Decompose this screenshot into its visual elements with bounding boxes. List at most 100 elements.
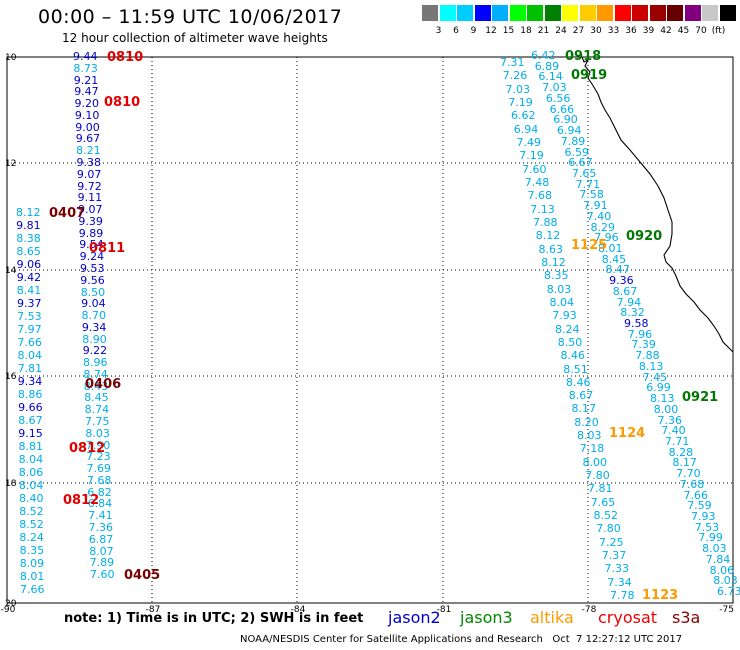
pass-time-label: 0407 — [49, 206, 86, 221]
wave-height-value: 9.34 — [17, 375, 43, 388]
wave-height-value: 8.17 — [672, 456, 697, 470]
wave-height-value: 7.49 — [516, 135, 542, 149]
map-subtitle: 12 hour collection of altimeter wave hei… — [62, 31, 328, 45]
legend-jason3: jason3 — [460, 608, 513, 627]
wave-height-value: 7.37 — [601, 549, 627, 562]
lat-tick-label: 18 — [5, 479, 17, 489]
wave-height-value: 9.06 — [16, 258, 42, 271]
scale-label: 33 — [607, 26, 620, 36]
wave-height-value: 7.65 — [571, 166, 597, 180]
scale-swatch — [597, 5, 613, 21]
lat-tick-label: 12 — [5, 159, 16, 169]
scale-label: 3 — [435, 26, 442, 36]
wave-height-value: 8.29 — [590, 220, 616, 234]
scale-swatch — [562, 5, 578, 21]
wave-height-value: 8.12 — [16, 206, 41, 219]
wave-height-value: 8.40 — [19, 492, 44, 505]
wave-height-value: 7.34 — [607, 575, 632, 589]
wave-height-value: 7.88 — [533, 215, 558, 229]
wave-height-value: 8.67 — [612, 284, 638, 298]
wave-height-value: 7.80 — [585, 469, 610, 483]
wave-height-value: 8.81 — [18, 440, 44, 453]
wave-height-value: 7.36 — [657, 413, 683, 427]
scale-label: 9 — [470, 26, 477, 36]
wave-height-value: 9.21 — [73, 73, 99, 87]
wave-height-value: 8.06 — [709, 563, 735, 577]
wave-height-value: 9.44 — [73, 50, 98, 63]
scale-swatch — [614, 5, 631, 21]
wave-height-value: 8.50 — [80, 285, 106, 299]
wave-height-value: 7.93 — [691, 510, 716, 523]
pass-time-label: 1125 — [571, 238, 608, 253]
wave-height-value: 8.52 — [593, 509, 619, 523]
scale-swatch — [544, 5, 561, 21]
wave-height-value: 8.07 — [89, 544, 114, 558]
wave-height-value: 9.58 — [624, 317, 649, 330]
scale-swatch — [684, 5, 701, 21]
wave-height-value: 8.20 — [574, 415, 599, 429]
wave-height-value: 8.01 — [598, 242, 623, 255]
wave-height-value: 7.03 — [542, 81, 567, 95]
wave-height-value: 7.36 — [88, 520, 114, 534]
wave-height-value: 8.73 — [73, 61, 98, 75]
wave-height-value: 9.36 — [609, 274, 634, 288]
lat-tick-label: 14 — [5, 266, 17, 276]
wave-height-value: 9.34 — [81, 320, 107, 334]
wave-height-value: 9.42 — [16, 271, 42, 284]
scale-label: 45 — [677, 26, 690, 36]
wave-height-value: 6.59 — [564, 145, 590, 159]
wave-height-value: 8.35 — [19, 544, 45, 557]
wave-height-value: 8.86 — [17, 388, 43, 401]
wave-height-value: 8.06 — [18, 466, 44, 479]
scale-label: 39 — [642, 26, 655, 36]
wave-height-value: 9.38 — [76, 156, 102, 169]
pass-time-label: 0811 — [89, 241, 126, 256]
wave-height-value: 8.13 — [638, 359, 664, 373]
pass-time-label: 1123 — [642, 588, 679, 603]
scale-swatch — [719, 5, 736, 21]
scale-label: 12 — [485, 26, 497, 36]
wave-height-value: 7.91 — [583, 199, 608, 213]
wave-height-value: 7.75 — [85, 415, 110, 428]
wave-height-value: 8.13 — [650, 392, 675, 405]
wave-height-value: 8.45 — [601, 252, 627, 266]
wave-height-value: 7.96 — [627, 327, 653, 341]
lon-tick-label: -81 — [437, 605, 452, 615]
wave-height-value: 8.04 — [18, 479, 44, 492]
wave-height-value: 9.24 — [79, 250, 105, 264]
wave-height-value: 9.22 — [82, 344, 108, 358]
wave-height-value: 8.46 — [560, 349, 586, 363]
wave-height-value: 7.33 — [604, 562, 630, 576]
scale-label: 6 — [453, 26, 459, 36]
legend-s3a: s3a — [672, 608, 701, 627]
scale-swatch — [527, 5, 543, 21]
wave-height-value: 9.47 — [74, 85, 99, 99]
scale-swatch — [457, 5, 473, 21]
pass-time-label: 0405 — [124, 568, 161, 583]
wave-height-value: 8.24 — [19, 531, 44, 544]
wave-height-value: 9.07 — [78, 203, 103, 216]
wave-height-value: 7.66 — [17, 336, 42, 349]
wave-height-value: 8.28 — [668, 445, 694, 459]
pass-time-label: 0812 — [69, 441, 106, 456]
wave-height-value: 8.96 — [83, 356, 108, 370]
pass-time-label: 0812 — [63, 493, 100, 508]
wave-height-value: 6.66 — [549, 102, 575, 116]
wave-height-value: 6.56 — [545, 91, 571, 105]
wave-height-value: 8.52 — [19, 518, 44, 531]
wave-height-value: 7.88 — [635, 349, 660, 363]
pass-time-label: 0921 — [682, 390, 719, 405]
wave-height-value: 7.65 — [590, 495, 616, 509]
wave-height-value: 7.39 — [631, 338, 656, 352]
wave-height-value: 8.35 — [544, 269, 569, 283]
wave-height-value: 6.42 — [531, 49, 556, 62]
legend-altika: altika — [530, 608, 574, 627]
wave-height-value: 9.72 — [77, 179, 102, 193]
wave-height-value: 8.41 — [16, 284, 42, 297]
wave-height-value: 8.67 — [18, 414, 43, 427]
scale-label: 27 — [572, 26, 585, 36]
wave-height-value: 8.90 — [82, 332, 107, 346]
wave-height-value: 8.38 — [16, 232, 41, 245]
wave-height-value: 7.97 — [17, 323, 42, 336]
